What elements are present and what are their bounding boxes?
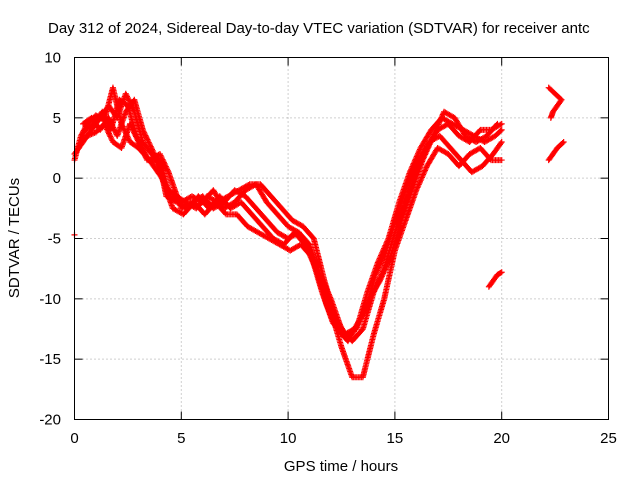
data-point (127, 120, 134, 127)
data-point (138, 145, 145, 152)
y-tick-label: 0 (53, 170, 61, 187)
data-point (103, 125, 110, 132)
data-point (547, 114, 554, 121)
data-point (494, 120, 501, 127)
y-tick-label: 10 (44, 50, 61, 67)
grid (74, 57, 609, 420)
data-point (130, 127, 137, 134)
data-point (131, 130, 138, 137)
data-point (140, 150, 147, 157)
data-point (129, 125, 136, 132)
data-point (309, 234, 316, 241)
data-point (141, 151, 148, 158)
data-point (376, 279, 383, 286)
data-point (156, 151, 163, 158)
data-point (126, 99, 133, 106)
data-point (108, 136, 115, 143)
data-point (128, 101, 135, 108)
data-point (106, 132, 113, 139)
data-point (105, 114, 112, 121)
series-track-6 (485, 269, 505, 290)
data-point (108, 120, 115, 127)
data-point (139, 147, 146, 154)
y-tick-label: -15 (39, 351, 61, 368)
series-track-7 (545, 84, 565, 121)
data-point (104, 126, 111, 133)
data-point (129, 106, 136, 113)
data-point (128, 103, 135, 110)
data-point (122, 90, 129, 97)
data-point (493, 121, 500, 128)
data-point (110, 124, 117, 131)
y-tick-label: -10 (39, 291, 61, 308)
data-point (125, 96, 132, 103)
data-point (107, 133, 114, 140)
data-point (130, 129, 137, 136)
data-point (101, 120, 108, 127)
data-point (102, 122, 109, 129)
data-point (144, 136, 151, 143)
data-point (497, 269, 504, 276)
data-point (130, 107, 137, 114)
data-point (142, 152, 149, 159)
data-point (106, 116, 113, 123)
data-points (71, 84, 567, 381)
data-point (129, 104, 136, 111)
data-point (143, 135, 150, 142)
data-point (129, 126, 136, 133)
data-point (106, 117, 113, 124)
data-point (127, 122, 134, 129)
data-point (245, 181, 252, 188)
data-point (107, 119, 114, 126)
data-point (145, 138, 152, 145)
data-point (124, 94, 131, 101)
data-point (132, 132, 139, 139)
y-tick-label: 5 (53, 110, 61, 127)
data-point (105, 129, 112, 136)
data-point (497, 140, 504, 147)
data-point (498, 138, 505, 145)
x-tick-label: 15 (387, 430, 404, 447)
data-point (145, 139, 152, 146)
data-point (560, 138, 567, 145)
data-point (108, 121, 115, 128)
x-tick-label: 10 (280, 430, 297, 447)
data-point (110, 125, 117, 132)
data-point (107, 134, 114, 141)
x-tick-label: 0 (70, 430, 78, 447)
data-point (559, 139, 566, 146)
data-point (106, 130, 113, 137)
data-point (157, 152, 164, 159)
data-point (104, 127, 111, 134)
series-track-8 (545, 138, 567, 164)
data-point (126, 97, 133, 104)
chart-title: Day 312 of 2024, Sidereal Day-to-day VTE… (48, 20, 590, 37)
data-point (498, 157, 505, 164)
y-tick-label: -20 (39, 412, 61, 429)
x-axis-label: GPS time / hours (284, 458, 398, 475)
data-point (498, 126, 505, 133)
data-point (497, 127, 504, 134)
x-tick-label: 20 (493, 430, 510, 447)
axis-ticks: 0 5 10 15 20 25 -20 -15 -10 -5 0 5 10 (39, 50, 617, 448)
x-tick-label: 25 (600, 430, 617, 447)
data-point (124, 93, 131, 100)
y-axis-label: SDTVAR / TECUs (6, 178, 23, 298)
data-point (127, 100, 134, 107)
series-track-5 (71, 90, 505, 339)
data-point (132, 133, 139, 140)
y-tick-label: -5 (48, 231, 61, 248)
x-tick-label: 5 (177, 430, 185, 447)
data-point (123, 92, 130, 99)
data-point (109, 123, 116, 130)
data-point (140, 148, 147, 155)
data-point (498, 269, 505, 276)
data-point (128, 123, 135, 130)
data-point (102, 123, 109, 130)
data-point (142, 154, 149, 161)
data-point (138, 144, 145, 151)
